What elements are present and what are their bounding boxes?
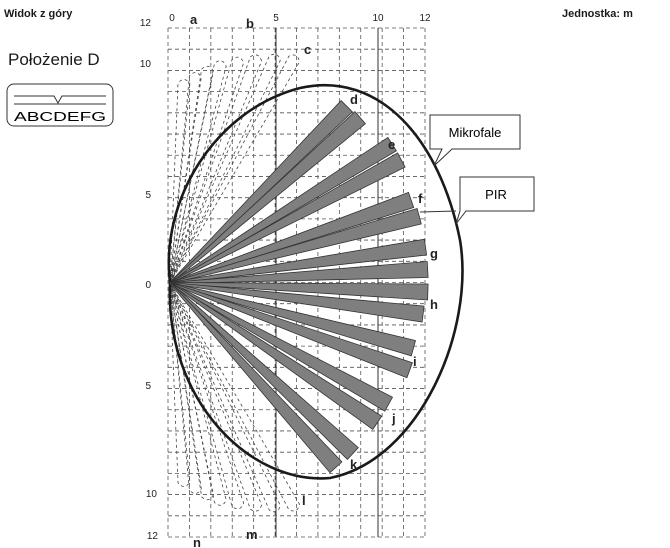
left-tick-0: 0 [145, 280, 151, 291]
position-label: Położenie D [8, 50, 100, 69]
zone-label-n: n [193, 535, 201, 548]
zone-label-h: h [430, 297, 438, 312]
selector-letters: ABCDEFG [14, 109, 106, 124]
dashed-detection-lobe [169, 282, 300, 512]
dashed-detection-lobe [169, 282, 191, 487]
zone-label-j: j [391, 411, 396, 426]
dashed-detection-lobe [169, 54, 300, 284]
zone-label-k: k [350, 457, 358, 472]
pir-callout: PIR [419, 176, 535, 225]
dashed-detection-lobe [169, 65, 214, 284]
left-tick-upper-12: 12 [140, 18, 152, 29]
zone-label-e: e [388, 137, 395, 152]
dashed-detection-lobe [169, 54, 263, 284]
top-tick-5: 5 [273, 13, 279, 24]
dashed-detection-lobe [169, 282, 214, 501]
pir-callout-text: PIR [485, 187, 507, 202]
top-tick-12: 12 [419, 13, 431, 24]
zone-label-l: l [302, 493, 306, 508]
microwave-callout-text: Mikrofale [449, 125, 502, 140]
dashed-detection-lobe [169, 282, 227, 506]
dashed-detection-lobe [169, 282, 202, 494]
dashed-detection-lobe [169, 282, 281, 513]
top-tick-0: 0 [169, 13, 175, 24]
zone-label-b: b [246, 16, 254, 31]
dashed-detection-lobe [169, 79, 191, 284]
dashed-detection-lobe [169, 56, 245, 284]
zone-label-f: f [418, 191, 423, 206]
page-title: Widok z góry [4, 8, 73, 20]
zone-label-c: c [304, 42, 311, 57]
zone-label-i: i [413, 354, 417, 369]
dashed-detection-lobe [169, 282, 263, 512]
dashed-detection-lobe [169, 282, 245, 510]
zone-label-d: d [350, 92, 358, 107]
unit-label: Jednostka: m [562, 8, 633, 20]
zone-label-a: a [190, 12, 198, 27]
left-tick-upper-5: 5 [145, 190, 151, 201]
left-tick-upper-10: 10 [140, 59, 152, 70]
left-tick-lower-10: 10 [146, 489, 158, 500]
position-selector-icon: ABCDEFG [6, 83, 114, 127]
dashed-detection-lobe [169, 53, 281, 284]
zone-label-m: m [246, 527, 258, 542]
dashed-detection-lobe [169, 60, 227, 284]
microwave-callout: Mikrofale [429, 114, 521, 167]
pir-beam [169, 282, 343, 474]
dashed-detection-lobe [169, 72, 202, 284]
top-tick-10: 10 [372, 13, 384, 24]
left-tick-lower-5: 5 [145, 381, 151, 392]
zone-label-g: g [430, 246, 438, 261]
left-tick-lower-12: 12 [147, 531, 159, 542]
microwave-zone-outline [167, 83, 464, 480]
